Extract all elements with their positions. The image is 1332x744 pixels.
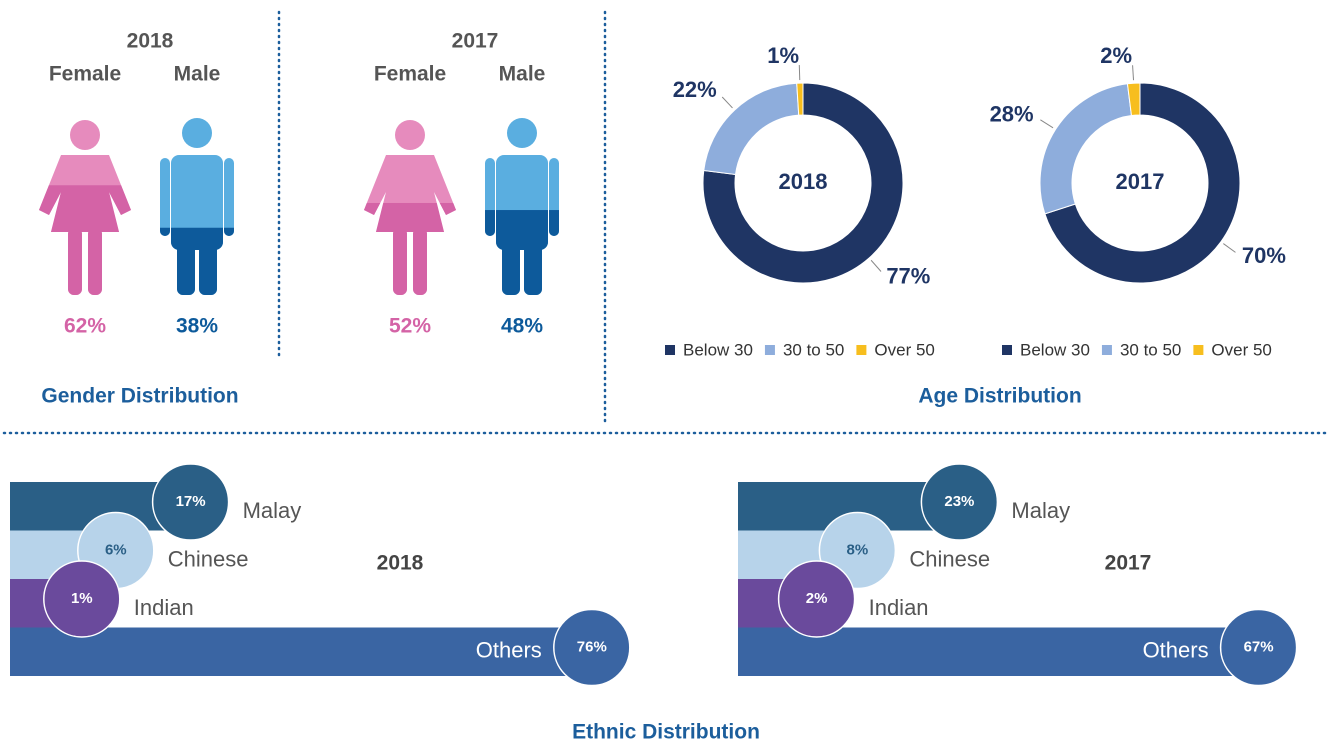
legend-label: 30 to 50	[783, 340, 844, 359]
category-label: Malay	[1011, 498, 1070, 523]
bubble	[777, 560, 856, 638]
category-label: Others	[1143, 637, 1209, 662]
section-title: Ethnic Distribution	[572, 721, 760, 744]
value-label: 76%	[577, 638, 607, 655]
value-label: 6%	[105, 541, 127, 558]
category-label: Malay	[243, 498, 302, 523]
donut-slice	[796, 82, 804, 116]
category-label: Others	[476, 637, 542, 662]
value-label: 23%	[944, 493, 974, 510]
legend-label: Below 30	[1020, 340, 1090, 359]
torso	[171, 155, 223, 250]
value-label: 22%	[673, 77, 717, 102]
figure	[485, 118, 559, 295]
category-label: Male	[499, 63, 546, 86]
category-label: Indian	[869, 595, 929, 620]
legend-label: Below 30	[683, 340, 753, 359]
chart-title: 2017	[1105, 552, 1152, 575]
donut-slice	[1126, 82, 1141, 117]
bubble	[920, 463, 999, 541]
category-label: Chinese	[909, 546, 990, 571]
section-title: Age Distribution	[918, 385, 1081, 408]
value-label: 70%	[1242, 243, 1286, 268]
bubble	[1219, 608, 1298, 687]
legend-swatch	[1101, 345, 1112, 355]
category-label: Female	[374, 63, 446, 86]
arm	[160, 158, 170, 236]
figure	[160, 118, 234, 295]
value-label: 2%	[1100, 43, 1132, 68]
value-label: 77%	[886, 263, 930, 288]
leader-line	[1132, 65, 1135, 81]
bar	[10, 627, 592, 676]
head	[182, 118, 212, 148]
legend-label: Over 50	[1211, 340, 1271, 359]
value-label: 48%	[501, 315, 543, 338]
value-label: 1%	[71, 590, 93, 607]
legend-swatch	[856, 345, 867, 355]
value-label: 38%	[176, 315, 218, 338]
category-label: Indian	[134, 595, 194, 620]
legend-label: Over 50	[874, 340, 934, 359]
figure-fill	[485, 210, 559, 295]
legend-swatch	[1193, 345, 1204, 355]
category-label: Female	[49, 63, 121, 86]
leader-line	[1223, 243, 1236, 253]
legend-swatch	[665, 345, 675, 355]
head	[507, 118, 537, 148]
value-label: 52%	[389, 315, 431, 338]
donut-center-label: 2017	[1116, 169, 1165, 194]
legend-swatch	[764, 345, 775, 355]
category-label: Chinese	[168, 546, 249, 571]
head	[70, 120, 100, 150]
value-label: 2%	[806, 590, 828, 607]
donut-center-label: 2018	[779, 169, 828, 194]
donut-slice	[702, 82, 904, 284]
value-label: 8%	[847, 541, 869, 558]
bubble	[151, 463, 230, 541]
value-label: 67%	[1244, 638, 1274, 655]
chart-title: 2017	[452, 30, 499, 53]
category-label: Male	[174, 63, 221, 86]
arm	[224, 158, 234, 236]
head	[395, 120, 425, 150]
figure-fill	[39, 185, 131, 295]
figure-fill	[160, 227, 234, 295]
value-label: 28%	[990, 101, 1034, 126]
bubble	[43, 560, 121, 638]
donut-slice	[703, 82, 800, 176]
donut-slice	[1039, 83, 1133, 215]
legend-swatch	[1002, 345, 1012, 355]
figure-fill	[364, 202, 456, 295]
section-title: Gender Distribution	[41, 385, 238, 408]
donut-slice	[1044, 82, 1241, 284]
value-label: 62%	[64, 315, 106, 338]
chart-title: 2018	[127, 30, 174, 53]
bubble	[553, 608, 631, 687]
value-label: 17%	[176, 493, 206, 510]
legend-label: 30 to 50	[1120, 340, 1181, 359]
leader-line	[870, 259, 882, 272]
value-label: 1%	[767, 43, 799, 68]
chart-title: 2018	[377, 552, 424, 575]
leader-line	[721, 96, 733, 109]
leader-line	[1040, 119, 1054, 129]
